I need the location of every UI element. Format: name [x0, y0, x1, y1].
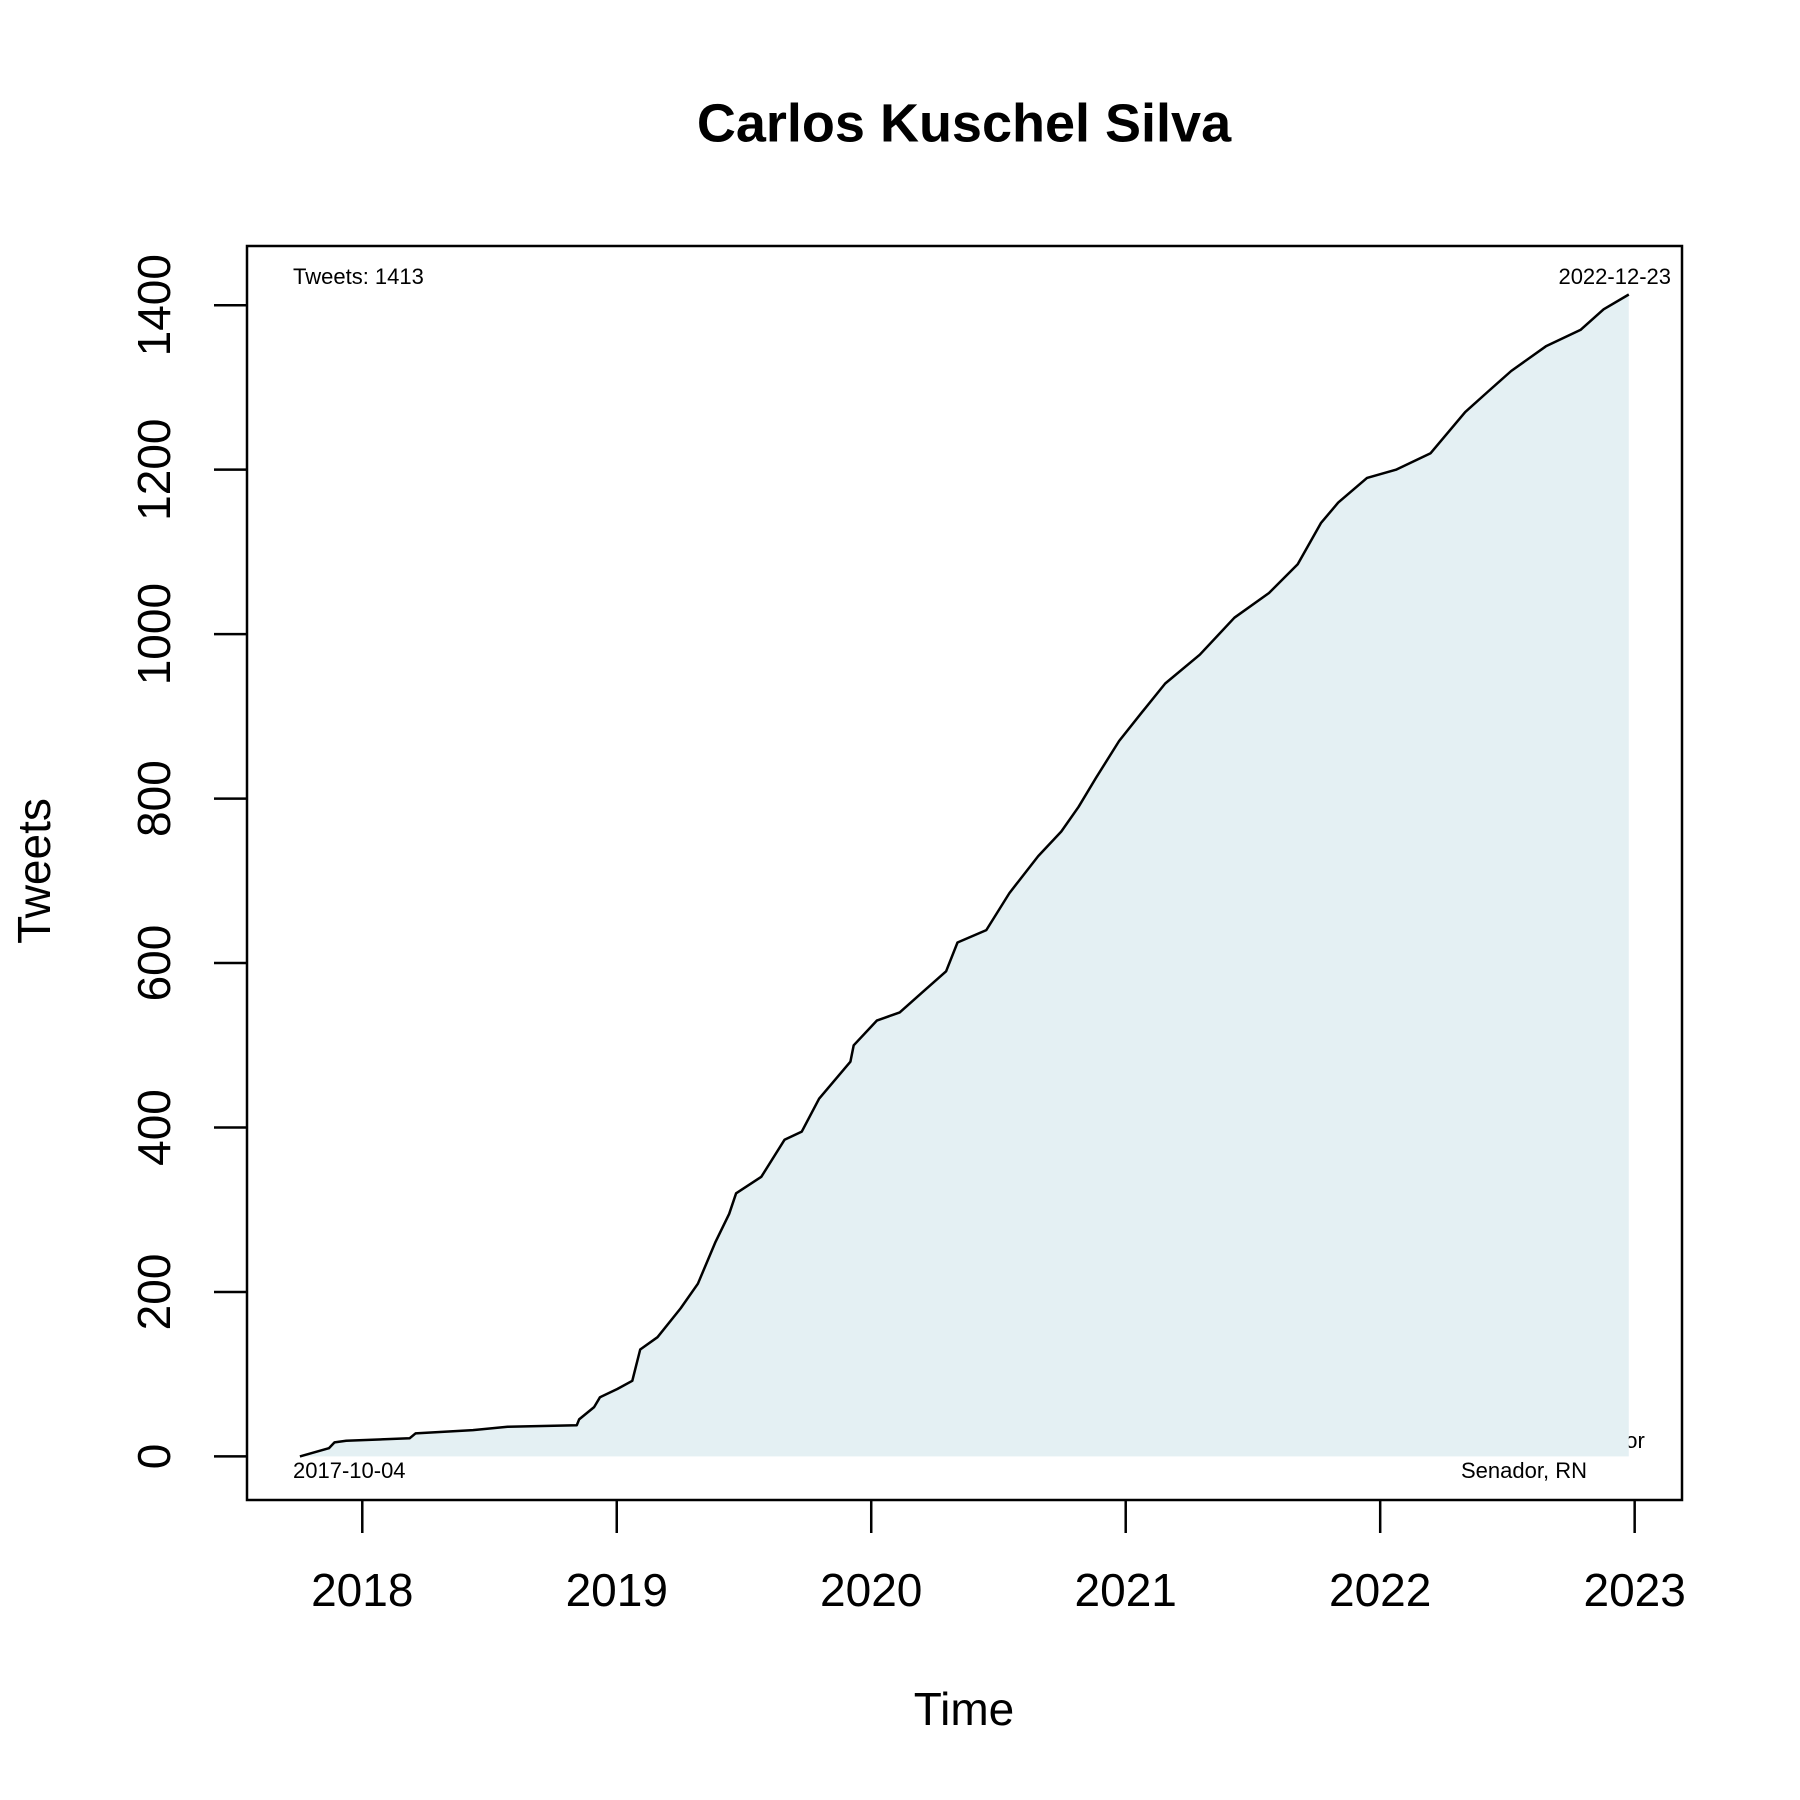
area — [299, 294, 1629, 1457]
annotation: 2017-10-04 — [293, 1458, 406, 1483]
y-tick-label: 800 — [128, 760, 180, 837]
x-tick-label: 2022 — [1329, 1564, 1431, 1616]
chart-title: Carlos Kuschel Silva — [697, 93, 1232, 153]
x-tick-label: 2019 — [566, 1564, 668, 1616]
x-axis-title: Time — [914, 1683, 1015, 1735]
line — [299, 293, 1630, 1458]
x-tick-label: 2023 — [1583, 1564, 1685, 1616]
y-tick-label: 1400 — [128, 254, 180, 356]
plot-frame — [245, 244, 1684, 1502]
x-tick-label: 2018 — [311, 1564, 413, 1616]
annotation: Senador, RN — [1461, 1458, 1587, 1483]
y-tick-label: 1000 — [128, 583, 180, 685]
x-tick-label: 2020 — [820, 1564, 922, 1616]
y-tick-label: 1200 — [128, 418, 180, 520]
annotation: Tweets: 1413 — [293, 264, 424, 289]
y-axis-title: Tweets — [8, 798, 60, 944]
annotation: 2022-12-23 — [1558, 264, 1671, 289]
y-tick-label: 400 — [128, 1089, 180, 1166]
x-tick-label: 2021 — [1075, 1564, 1177, 1616]
y-tick-label: 0 — [128, 1444, 180, 1470]
y-tick-label: 600 — [128, 925, 180, 1002]
y-tick-label: 200 — [128, 1254, 180, 1331]
